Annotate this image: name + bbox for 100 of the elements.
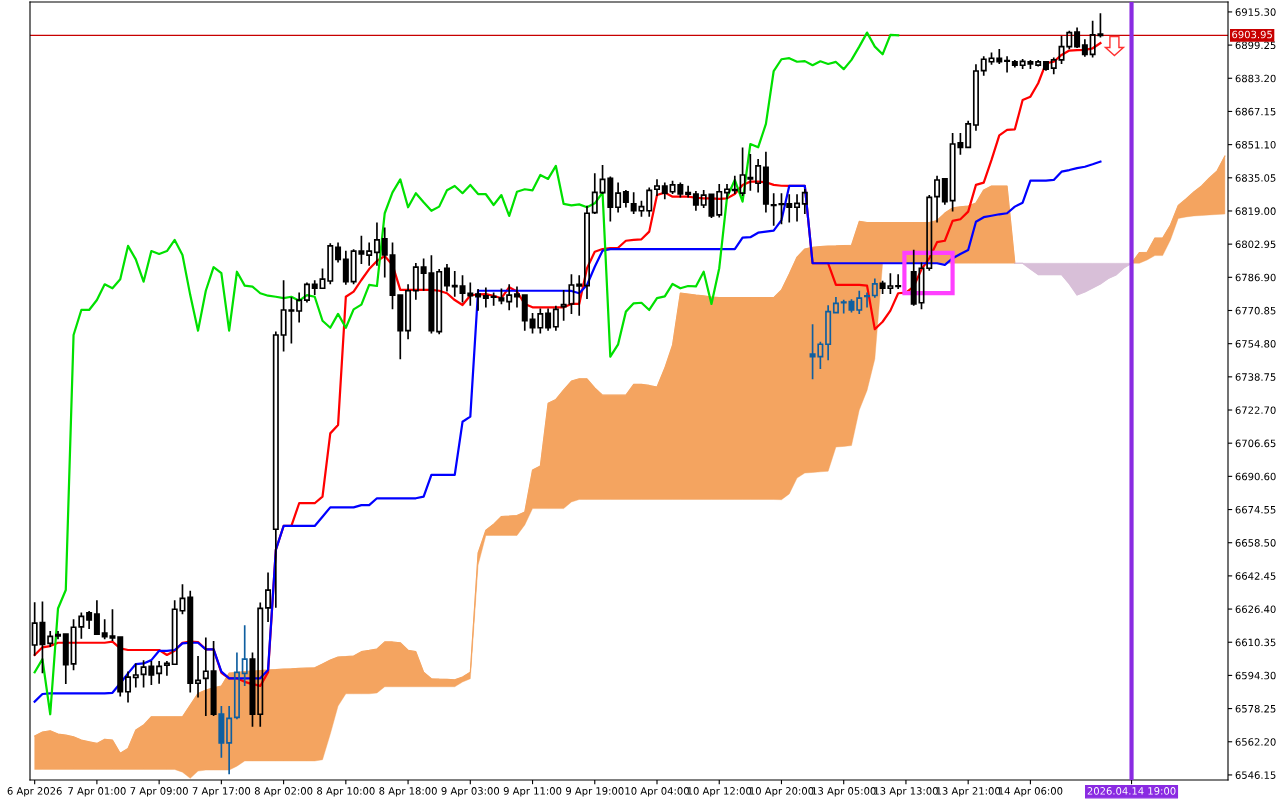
candlestick (755, 159, 762, 193)
candlestick (381, 227, 388, 278)
y-tick-label: 6674.55 (1235, 505, 1276, 514)
candlestick (864, 292, 871, 308)
candlestick (576, 275, 583, 316)
candlestick (1011, 60, 1018, 68)
candlestick (545, 308, 552, 331)
candlestick (661, 182, 668, 200)
y-tick-label: 6867.15 (1235, 107, 1276, 116)
candlestick (871, 278, 878, 298)
y-tick-label: 6594.30 (1235, 671, 1276, 680)
y-tick-label: 6802.95 (1235, 240, 1276, 249)
x-tick-label: 10 Apr 12:00 (687, 787, 752, 797)
candlestick (249, 652, 256, 727)
candlestick (653, 179, 661, 196)
x-tick-label: 10 Apr 20:00 (749, 787, 814, 797)
candlestick (622, 189, 629, 208)
candlestick (187, 590, 194, 693)
candlestick (93, 600, 100, 635)
y-tick-label: 6851.10 (1235, 141, 1276, 149)
x-tick-label: 13 Apr 21:00 (936, 787, 1001, 797)
candlestick (272, 331, 279, 608)
y-tick-label: 6546.15 (1235, 771, 1276, 779)
candlestick (443, 264, 450, 292)
candlestick (342, 250, 349, 285)
candlestick (856, 290, 863, 315)
x-tick-label: 9 Apr 11:00 (503, 787, 562, 797)
x-tick-label: 8 Apr 18:00 (379, 787, 437, 797)
ref-line-label: 6903.95 (1232, 30, 1272, 39)
candlestick (47, 630, 54, 647)
candlestick (506, 284, 513, 311)
x-tick-label: 7 Apr 01:00 (68, 787, 126, 797)
y-tick-label: 6835.05 (1235, 174, 1276, 182)
y-tick-label: 6819.00 (1235, 207, 1276, 215)
candlestick (724, 184, 731, 200)
x-tick-label: 7 Apr 09:00 (130, 787, 188, 797)
y-tick-label: 6754.80 (1235, 340, 1276, 348)
candlestick (731, 175, 738, 195)
candlestick (54, 630, 62, 640)
y-tick-label: 6690.60 (1235, 472, 1276, 481)
candlestick (412, 263, 419, 300)
candlestick (303, 282, 310, 303)
y-tick-label: 6658.50 (1235, 539, 1276, 547)
x-tick-label: 14 Apr 06:00 (998, 787, 1063, 797)
candlestick (335, 242, 342, 263)
candlestick (716, 184, 723, 218)
candlestick (405, 284, 412, 340)
candlestick (591, 173, 598, 215)
candlestick (1004, 56, 1011, 73)
candlestick (965, 120, 972, 149)
candlestick (941, 178, 948, 205)
candlestick (265, 572, 272, 622)
candlestick (373, 222, 380, 266)
candlestick (226, 705, 233, 775)
candlestick (132, 663, 139, 688)
candlestick (156, 660, 163, 684)
candlestick (615, 182, 622, 213)
candlestick (202, 637, 209, 716)
candlestick (692, 190, 699, 211)
line-series (33, 160, 1102, 703)
x-tick-label: 8 Apr 02:00 (254, 787, 313, 797)
x-tick-label: 13 Apr 13:00 (874, 787, 938, 797)
candlestick (1074, 27, 1081, 49)
candlestick (163, 660, 170, 676)
candlestick (86, 610, 93, 630)
candlestick (1042, 60, 1049, 71)
candlestick (583, 205, 591, 300)
candlestick (786, 194, 793, 223)
y-tick-label: 6786.90 (1235, 273, 1276, 282)
x-tick-label: 2026.04.14 19:00 (1087, 787, 1176, 795)
candlestick (685, 185, 692, 198)
candlestick (241, 625, 248, 686)
candlestick (257, 602, 264, 727)
y-tick-label: 6578.25 (1235, 704, 1276, 713)
candlestick (980, 56, 987, 76)
candlestick (552, 305, 559, 331)
y-tick-label: 6883.20 (1235, 74, 1276, 83)
candlestick (513, 286, 520, 308)
candlestick (646, 187, 653, 217)
y-tick-label: 6915.30 (1235, 8, 1276, 16)
x-tick-label: 8 Apr 10:00 (317, 787, 375, 797)
y-tick-label: 6642.45 (1235, 572, 1276, 580)
candlestick (451, 270, 458, 297)
x-tick-label: 9 Apr 19:00 (565, 787, 624, 797)
candlestick (934, 175, 941, 223)
x-tick-label: 6 Apr 2026 (7, 787, 62, 797)
candlestick (233, 652, 240, 720)
y-tick-label: 6722.70 (1235, 406, 1276, 414)
candlestick (218, 705, 225, 758)
y-tick-label: 6562.20 (1235, 738, 1276, 746)
candlestick (895, 274, 902, 290)
y-tick-label: 6626.40 (1235, 605, 1276, 613)
candlestick (801, 189, 808, 215)
candlestick (436, 269, 443, 335)
candlestick (825, 305, 832, 361)
x-tick-label: 13 Apr 05:00 (812, 787, 876, 797)
y-tick-label: 6738.75 (1235, 373, 1276, 381)
candlestick (366, 242, 373, 266)
y-tick-label: 6706.65 (1235, 439, 1276, 448)
candlestick (1035, 60, 1042, 67)
